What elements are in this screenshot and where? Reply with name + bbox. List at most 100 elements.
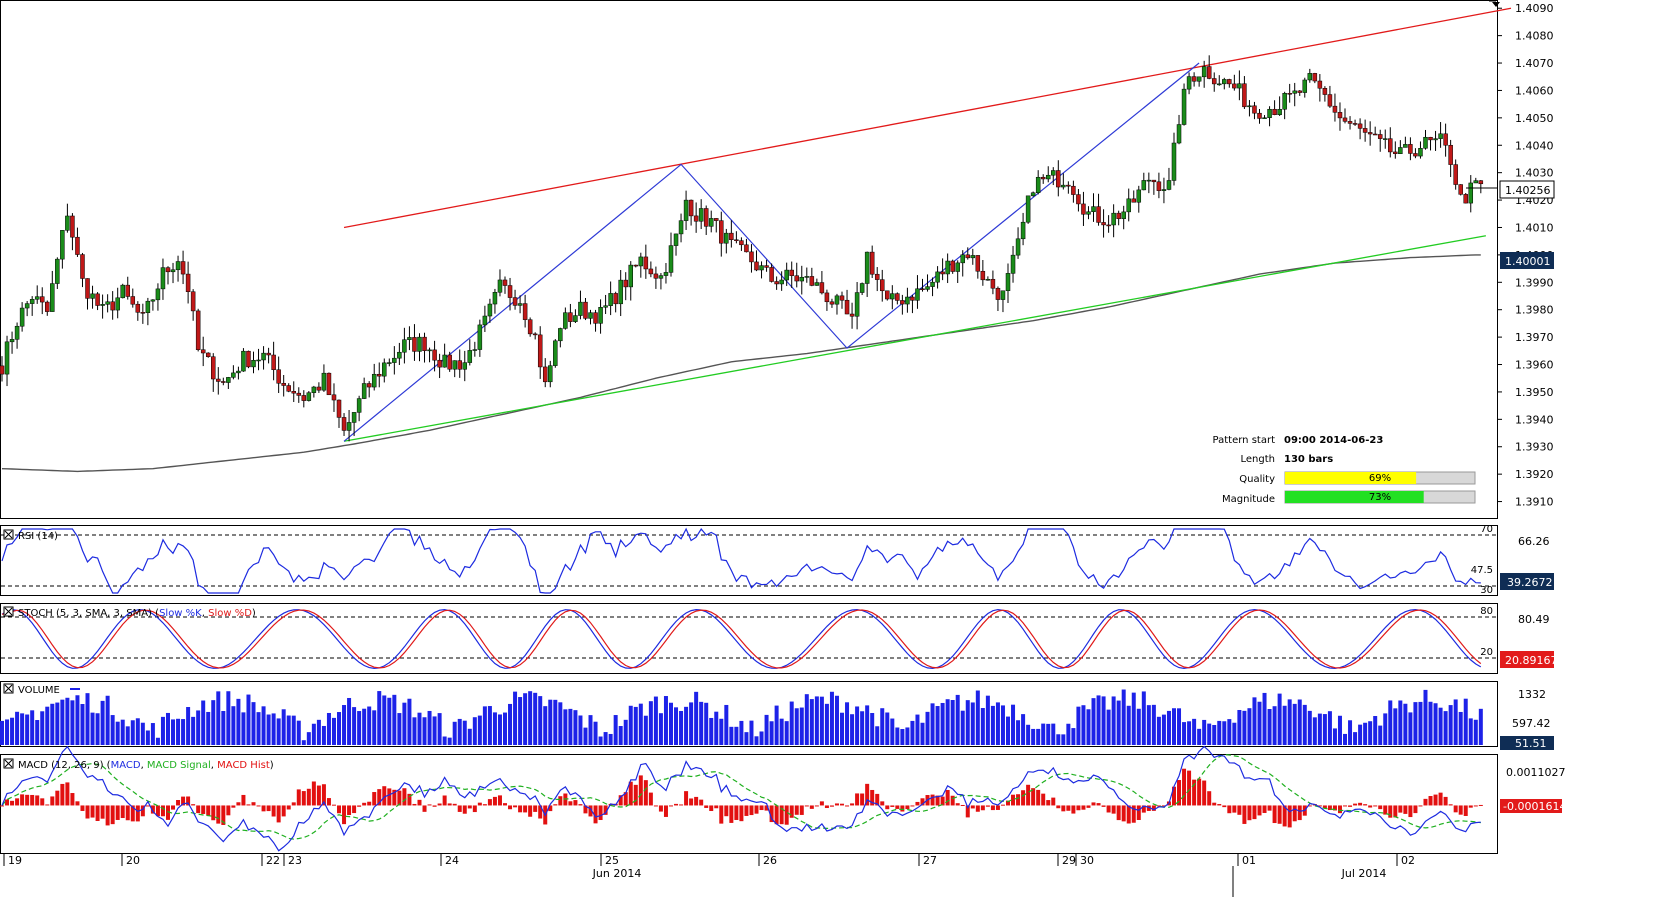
rsi-close-x bbox=[4, 530, 13, 539]
magnitude-bar-fill bbox=[1285, 491, 1424, 503]
macd-hist-bar bbox=[719, 805, 724, 824]
volume-bar bbox=[578, 715, 583, 745]
candle-body bbox=[658, 275, 664, 279]
candle-body bbox=[1181, 88, 1187, 125]
macd-hist-bar bbox=[834, 803, 839, 806]
volume-bar bbox=[271, 713, 276, 745]
macd-hist-bar bbox=[523, 805, 528, 813]
volume-bar bbox=[35, 720, 40, 745]
stoch-panel: STOCH (5, 3, SMA, 3, SMA) (Slow %K, Slow… bbox=[1, 606, 1558, 670]
candle-body bbox=[387, 362, 392, 364]
volume-bar bbox=[291, 715, 296, 745]
volume-bar bbox=[870, 713, 875, 745]
volume-bar bbox=[1368, 721, 1373, 745]
candle-body bbox=[402, 339, 407, 353]
macd-hist-bar bbox=[397, 790, 402, 806]
candle-body bbox=[603, 305, 608, 308]
volume-bar bbox=[618, 726, 623, 745]
candle-body bbox=[316, 386, 322, 391]
candle-body bbox=[50, 283, 55, 312]
volume-bar bbox=[181, 719, 186, 745]
macd-hist-bar bbox=[155, 805, 160, 817]
macd-hist-bar bbox=[689, 798, 694, 806]
macd-hist-bar bbox=[1006, 800, 1010, 806]
volume-bar bbox=[900, 729, 905, 745]
candle-body bbox=[216, 378, 221, 382]
candle-body bbox=[39, 296, 45, 303]
macd-hist-bar bbox=[749, 805, 754, 816]
candle-body bbox=[1252, 105, 1257, 114]
candle-body bbox=[764, 265, 769, 268]
candle-body bbox=[985, 278, 991, 281]
volume-bar bbox=[648, 701, 653, 745]
macd-hist-bar bbox=[1423, 798, 1428, 806]
macd-hist-bar bbox=[20, 794, 25, 806]
macd-hist-bar bbox=[779, 805, 784, 825]
volume-bar bbox=[221, 710, 226, 745]
volume-bar bbox=[538, 696, 543, 745]
magnitude-label: Magnitude bbox=[1222, 494, 1275, 505]
volume-bar bbox=[110, 715, 115, 745]
candle-body bbox=[688, 199, 694, 217]
macd-hist-bar bbox=[110, 805, 115, 825]
candle-body bbox=[1367, 132, 1373, 135]
candle-body bbox=[1000, 290, 1006, 300]
candle-body bbox=[980, 270, 986, 281]
candle-body bbox=[940, 271, 945, 275]
volume-bar bbox=[553, 699, 558, 745]
volume-bar bbox=[357, 711, 362, 745]
candle-body bbox=[135, 303, 141, 313]
rsi-last-value: 39.2672 bbox=[1507, 576, 1553, 589]
macd-hist-bar bbox=[316, 785, 321, 806]
candle-body bbox=[115, 297, 120, 311]
candle-body bbox=[749, 251, 754, 263]
candle-body bbox=[55, 258, 60, 284]
macd-hist-bar bbox=[1026, 784, 1031, 806]
volume-bar bbox=[326, 712, 331, 745]
volume-bar bbox=[1247, 708, 1252, 745]
candle-body bbox=[1071, 185, 1076, 195]
volume-bar bbox=[472, 717, 477, 745]
volume-bar bbox=[15, 711, 20, 745]
volume-bar bbox=[1177, 708, 1182, 745]
volume-bar bbox=[1468, 718, 1473, 745]
volume-bar bbox=[65, 697, 70, 745]
candle-body bbox=[1040, 176, 1046, 180]
volume-bar bbox=[774, 705, 779, 745]
volume-bar bbox=[1348, 720, 1353, 745]
volume-bar bbox=[819, 696, 824, 745]
candle-body bbox=[45, 301, 50, 312]
volume-bar bbox=[1358, 724, 1363, 745]
volume-bar bbox=[1016, 720, 1021, 745]
macd-hist-bar bbox=[850, 803, 855, 806]
candle-body bbox=[714, 218, 719, 221]
time-axis: 19 20 22 23 24 25 26 27 29 30 01 02 Jun 2014 Jul 2014 bbox=[3, 854, 1415, 897]
macd-hist-bar bbox=[1136, 805, 1141, 821]
macd-hist-bar bbox=[276, 805, 281, 823]
macd-hist-bar bbox=[241, 794, 246, 806]
rsi-tick: 66.26 bbox=[1518, 535, 1550, 548]
macd-hist-bar bbox=[573, 800, 578, 806]
time-tick-label: 19 bbox=[8, 854, 22, 867]
candle-body bbox=[1101, 222, 1106, 226]
candle-body bbox=[1025, 195, 1031, 223]
macd-last-value: -0.0001614 bbox=[1503, 800, 1566, 813]
volume-bar bbox=[75, 695, 80, 745]
macd-hist-bar bbox=[472, 805, 477, 813]
candle-body bbox=[1171, 142, 1177, 181]
volume-bar bbox=[206, 711, 211, 745]
volume-bar bbox=[482, 706, 487, 745]
macd-hist-bar bbox=[890, 805, 895, 807]
candle-body bbox=[1217, 83, 1222, 86]
volume-bar bbox=[1388, 700, 1393, 745]
stoch-level-80: 80 bbox=[1480, 606, 1493, 617]
candle-body bbox=[251, 359, 256, 368]
macd-hist-bar bbox=[321, 784, 326, 806]
volume-bar bbox=[1051, 723, 1056, 745]
macd-hist-bar bbox=[115, 805, 120, 820]
volume-bar bbox=[211, 700, 216, 745]
volume-bar bbox=[1171, 708, 1176, 745]
macd-hist-bar bbox=[462, 805, 467, 814]
candle-body bbox=[19, 307, 25, 327]
time-tick-label: 20 bbox=[126, 854, 140, 867]
